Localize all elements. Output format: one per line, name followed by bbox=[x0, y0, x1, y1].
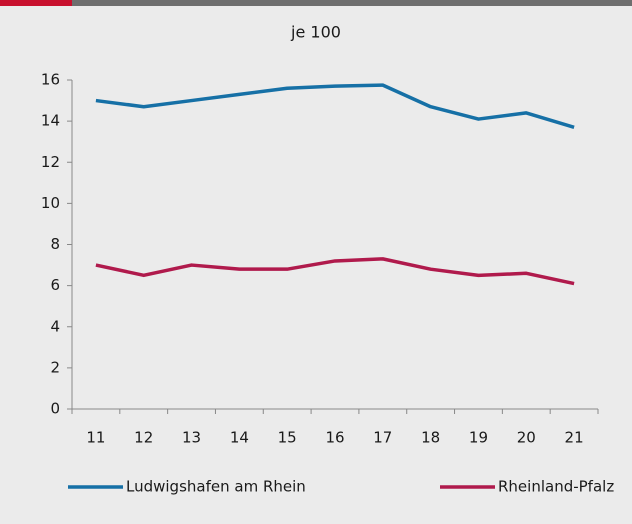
y-tick-label: 10 bbox=[41, 194, 60, 212]
x-tick-label: 19 bbox=[469, 429, 488, 447]
y-tick-label: 14 bbox=[41, 112, 60, 130]
y-tick-label: 6 bbox=[50, 276, 60, 294]
legend-label: Rheinland-Pfalz bbox=[498, 478, 614, 496]
x-tick-label: 16 bbox=[325, 429, 344, 447]
line-series bbox=[95, 257, 575, 286]
legend-label: Ludwigshafen am Rhein bbox=[126, 478, 306, 496]
y-tick-label: 16 bbox=[41, 71, 60, 89]
x-tick-label: 11 bbox=[86, 429, 105, 447]
x-tick-label: 18 bbox=[421, 429, 440, 447]
y-tick-label: 4 bbox=[50, 317, 60, 335]
top-bar bbox=[72, 0, 632, 6]
top-bar-accent bbox=[0, 0, 72, 6]
y-tick-label: 12 bbox=[41, 153, 60, 171]
x-tick-label: 12 bbox=[134, 429, 153, 447]
x-tick-label: 13 bbox=[182, 429, 201, 447]
chart-title: je 100 bbox=[290, 23, 341, 42]
x-tick-label: 21 bbox=[565, 429, 584, 447]
y-tick-label: 8 bbox=[50, 235, 60, 253]
x-tick-label: 15 bbox=[278, 429, 297, 447]
x-tick-label: 14 bbox=[230, 429, 249, 447]
y-tick-label: 0 bbox=[50, 400, 60, 418]
line-series bbox=[95, 83, 575, 129]
x-tick-label: 20 bbox=[517, 429, 536, 447]
y-tick-label: 2 bbox=[50, 358, 60, 376]
x-tick-label: 17 bbox=[373, 429, 392, 447]
